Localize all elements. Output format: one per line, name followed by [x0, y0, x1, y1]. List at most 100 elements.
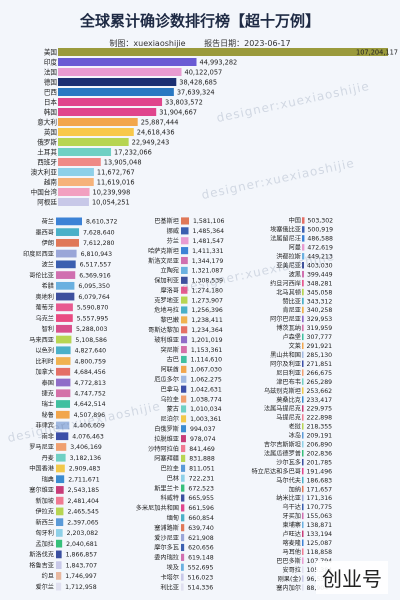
value-label: 206,890	[307, 442, 333, 449]
category-label: 拉脱维亚	[154, 435, 179, 443]
category-label: 南非	[42, 432, 54, 440]
report-date-label: 报告日期：2023-06-17	[204, 39, 291, 48]
value-label: 229,975	[307, 406, 333, 413]
category-label: 马提尼克	[276, 414, 301, 422]
value-label: 285,130	[307, 352, 333, 359]
category-label: 菲律宾	[35, 422, 54, 430]
category-label: 荷兰	[42, 218, 54, 226]
bar	[56, 389, 71, 398]
value-label: 186,683	[307, 477, 333, 484]
bar	[181, 504, 185, 512]
value-label: 340,258	[307, 307, 333, 314]
bar	[302, 217, 305, 224]
value-label: 138,871	[307, 522, 333, 529]
bar	[302, 387, 304, 394]
bar	[56, 561, 62, 570]
value-label: 2,397,065	[67, 519, 99, 526]
category-label: 斯洛文尼亚	[148, 257, 179, 265]
category-label: 哈萨克斯坦	[148, 247, 179, 255]
bar	[58, 118, 138, 126]
value-label: 4,642,514	[74, 401, 106, 408]
value-label: 5,108,586	[75, 337, 107, 344]
value-label: 1,238,411	[191, 317, 223, 324]
bar	[302, 360, 304, 367]
value-label: 1,712,958	[65, 584, 97, 591]
value-label: 449,213	[307, 254, 333, 261]
value-label: 552,695	[188, 565, 214, 572]
category-label: 法国	[44, 67, 58, 76]
value-label: 4,684,456	[74, 369, 106, 376]
category-label: 西班牙	[37, 157, 57, 166]
bar	[56, 496, 64, 505]
category-label: 马尔代夫	[276, 476, 301, 484]
value-label: 6,079,764	[78, 294, 110, 301]
bar	[302, 270, 304, 278]
value-label: 831,888	[189, 456, 215, 463]
value-label: 4,076,463	[72, 433, 104, 440]
bar	[181, 534, 185, 542]
bar	[181, 395, 187, 403]
value-label: 2,543,185	[68, 487, 100, 494]
value-label: 222,898	[307, 415, 333, 422]
bar	[181, 247, 189, 255]
bar	[302, 566, 304, 573]
value-label: 171,657	[307, 486, 333, 493]
bar	[181, 237, 189, 245]
bar	[58, 198, 89, 206]
bar	[181, 484, 185, 492]
producer-label: 制图：xuexiaoshijie	[109, 39, 186, 48]
category-label: 波黑	[289, 270, 301, 278]
bar	[302, 584, 304, 591]
category-label: 保加利亚	[154, 277, 179, 285]
bar	[58, 178, 94, 186]
bar	[302, 405, 304, 412]
value-label: 25,887,444	[141, 118, 179, 126]
bar	[56, 378, 71, 387]
category-label: 赞比亚	[282, 297, 301, 305]
value-label: 6,095,350	[78, 283, 110, 290]
bar	[58, 128, 134, 136]
category-label: 老挝	[289, 423, 302, 431]
category-label: 厄瓜多尔	[154, 376, 179, 384]
category-label: 蒙古	[167, 405, 179, 413]
value-label: 37,639,324	[177, 88, 215, 96]
bar	[56, 238, 79, 247]
category-label: 牙买加	[282, 512, 301, 520]
bar	[56, 324, 72, 333]
category-label: 捷克	[42, 389, 54, 397]
bar	[302, 306, 304, 314]
value-label: 1,273,907	[191, 297, 223, 304]
value-label: 201,785	[307, 459, 333, 466]
category-label: 冰岛	[289, 432, 301, 440]
bar	[56, 314, 73, 322]
category-label: 莫桑比克	[276, 396, 301, 404]
bar	[302, 557, 304, 564]
bar	[302, 530, 304, 538]
bar	[302, 503, 304, 511]
bar	[56, 507, 64, 516]
category-label: 爱沙尼亚	[154, 534, 179, 542]
category-label: 丹麦	[42, 454, 54, 462]
value-label: 1,411,331	[192, 248, 224, 255]
category-label: 加拿大	[35, 368, 54, 376]
category-label: 阿联酋	[160, 366, 179, 374]
category-label: 英国	[44, 127, 58, 136]
bar	[181, 464, 186, 472]
category-label: 卢森堡	[282, 333, 301, 341]
bar	[56, 421, 70, 430]
value-label: 1,481,547	[193, 238, 225, 245]
category-label: 埃及	[167, 564, 179, 572]
category-label: 尼日利亚	[276, 369, 301, 377]
category-label: 多米尼加共和国	[136, 504, 179, 512]
bar	[302, 262, 304, 269]
category-label: 马耳他	[282, 548, 301, 556]
bar	[181, 375, 187, 383]
category-label: 博茨瓦纳	[276, 324, 301, 332]
bar	[181, 573, 184, 581]
category-label: 墨西哥	[35, 229, 54, 236]
bar	[181, 415, 187, 423]
category-label: 美国	[44, 47, 58, 56]
bar	[181, 306, 188, 314]
bar	[181, 286, 188, 294]
bar	[181, 256, 188, 265]
